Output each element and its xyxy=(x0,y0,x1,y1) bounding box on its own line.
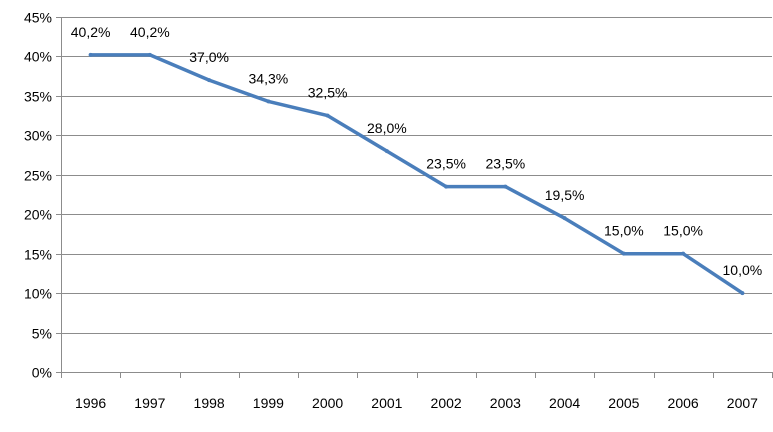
data-label: 28,0% xyxy=(367,120,407,136)
series-line-group xyxy=(88,52,745,296)
data-point xyxy=(503,184,508,189)
data-label: 34,3% xyxy=(249,70,289,86)
data-point xyxy=(621,251,626,256)
x-tick-label: 2007 xyxy=(727,395,758,411)
y-tick-label: 15% xyxy=(24,247,52,263)
data-label: 23,5% xyxy=(426,156,466,172)
data-point xyxy=(88,52,93,57)
y-tick-label: 40% xyxy=(24,49,52,65)
data-point xyxy=(147,52,152,57)
y-tick-label: 5% xyxy=(32,326,52,342)
data-point xyxy=(562,216,567,221)
data-label: 23,5% xyxy=(486,156,526,172)
data-point xyxy=(325,113,330,118)
y-tick-label: 45% xyxy=(24,10,52,26)
x-tick-label: 2001 xyxy=(371,395,402,411)
data-label: 19,5% xyxy=(545,187,585,203)
data-label: 10,0% xyxy=(723,262,763,278)
y-axis-tick-labels: 0% 5% 10% 15% 20% 25% 30% 35% 40% 45% xyxy=(24,10,61,381)
x-tick-label: 2003 xyxy=(490,395,521,411)
data-labels: 40,2% 40,2% 37,0% 34,3% 32,5% 28,0% 23,5% 23,5%… xyxy=(71,24,762,278)
y-tick-label: 30% xyxy=(24,128,52,144)
x-tick-label: 1998 xyxy=(194,395,225,411)
data-point xyxy=(384,149,389,154)
x-tick-label: 2004 xyxy=(549,395,580,411)
data-label: 37,0% xyxy=(189,49,229,65)
x-tick-label: 2006 xyxy=(668,395,699,411)
data-point xyxy=(740,291,745,296)
x-tick-label: 1996 xyxy=(75,395,106,411)
x-axis-tick-labels: 1996 1997 1998 1999 2000 2001 2002 2003 2004 2005… xyxy=(75,395,758,411)
x-tick-label: 2000 xyxy=(312,395,343,411)
y-tick-label: 20% xyxy=(24,207,52,223)
data-label: 15,0% xyxy=(604,223,644,239)
data-point xyxy=(681,251,686,256)
series-line xyxy=(88,53,745,295)
data-label: 32,5% xyxy=(308,85,348,101)
data-point xyxy=(444,184,449,189)
x-tick-label: 2005 xyxy=(608,395,639,411)
data-label: 15,0% xyxy=(663,223,703,239)
data-label: 40,2% xyxy=(130,24,170,40)
y-tick-label: 10% xyxy=(24,286,52,302)
data-label: 40,2% xyxy=(71,24,111,40)
y-tick-label: 0% xyxy=(32,365,52,381)
gridlines xyxy=(61,17,772,334)
x-axis xyxy=(61,17,773,378)
x-tick-label: 1997 xyxy=(134,395,165,411)
data-point xyxy=(266,99,271,104)
data-point xyxy=(207,78,212,83)
x-tick-label: 2002 xyxy=(431,395,462,411)
y-tick-label: 35% xyxy=(24,89,52,105)
x-tick-label: 1999 xyxy=(253,395,284,411)
y-tick-label: 25% xyxy=(24,168,52,184)
